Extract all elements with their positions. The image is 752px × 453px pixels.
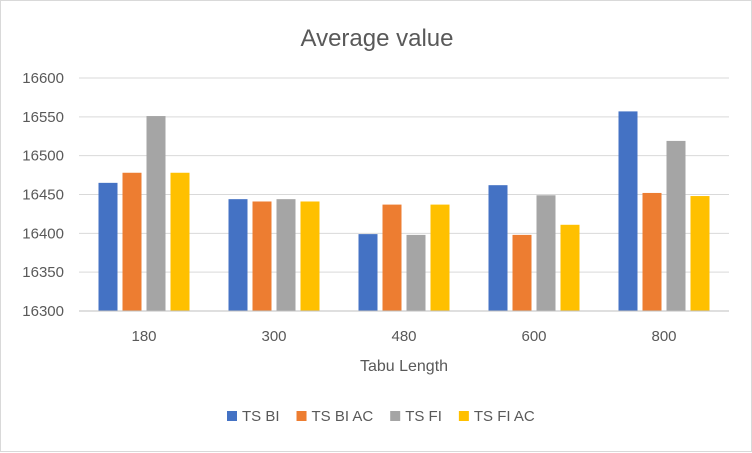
bar-ts-bi-180 (98, 182, 118, 311)
x-tick-label: 480 (391, 328, 416, 345)
bar-ts-bi-ac-300 (252, 201, 272, 311)
bar-ts-fi-ac-180 (170, 172, 190, 311)
x-tick-label: 600 (521, 328, 546, 345)
bar-ts-fi-ac-300 (300, 201, 320, 311)
legend-item-label: TS BI (242, 408, 280, 425)
x-tick-label: 180 (131, 328, 156, 345)
legend-item-label: TS BI AC (312, 408, 374, 425)
y-tick-label: 16300 (22, 303, 64, 320)
legend-swatch (296, 411, 307, 421)
bar-ts-fi-300 (276, 199, 296, 311)
bar-ts-bi-ac-600 (512, 234, 532, 311)
bar-ts-fi-800 (666, 140, 686, 311)
legend-item-label: TS FI (405, 408, 442, 425)
y-tick-label: 16550 (22, 109, 64, 126)
bar-ts-fi-ac-600 (560, 224, 580, 311)
legend-swatch (458, 411, 469, 421)
y-tick-label: 16350 (22, 264, 64, 281)
y-tick-label: 16450 (22, 187, 64, 204)
legend-swatch (390, 411, 401, 421)
legend: TS BI TS BI AC TS FI TS FI AC (227, 408, 535, 425)
x-axis-label: Tabu Length (360, 358, 448, 375)
bar-ts-fi-180 (146, 116, 166, 311)
y-axis-ticks: 16300 16350 16400 16450 16500 16550 16600 (22, 70, 64, 320)
legend-item-label: TS FI AC (474, 408, 535, 425)
bar-ts-bi-ac-800 (642, 192, 662, 311)
x-tick-label: 800 (651, 328, 676, 345)
bar-ts-fi-600 (536, 195, 556, 311)
bar-ts-bi-480 (358, 234, 378, 311)
y-tick-label: 16400 (22, 225, 64, 242)
y-tick-label: 16500 (22, 148, 64, 165)
chart-title: Average value (301, 25, 454, 52)
bar-ts-bi-ac-180 (122, 172, 142, 311)
bar-ts-bi-ac-480 (382, 204, 402, 311)
bar-ts-fi-ac-480 (430, 204, 450, 311)
x-axis-ticks: 180 300 480 600 800 (131, 328, 676, 345)
y-tick-label: 16600 (22, 70, 64, 87)
bars (98, 111, 710, 311)
x-tick-label: 300 (261, 328, 286, 345)
bar-ts-bi-300 (228, 199, 248, 311)
bar-ts-fi-ac-800 (690, 196, 710, 311)
bar-ts-bi-800 (618, 111, 638, 311)
bar-ts-bi-600 (488, 185, 508, 311)
bar-ts-fi-480 (406, 234, 426, 311)
legend-swatch (227, 411, 237, 421)
